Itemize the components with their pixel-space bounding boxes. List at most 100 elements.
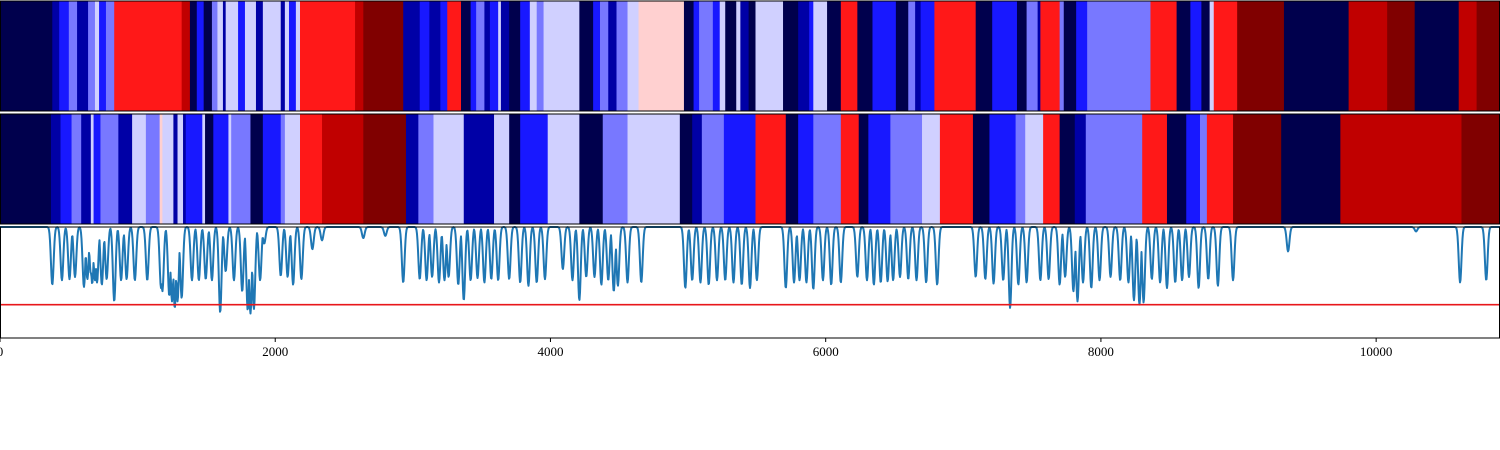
heatmap-middle-cell-33 — [463, 114, 495, 224]
heatmap-top-cell-42 — [520, 1, 531, 111]
heatmap-middle-cell-19 — [213, 114, 229, 224]
heatmap-top-cell-29 — [403, 1, 421, 111]
x-tick-label-5: 10000 — [1360, 344, 1393, 359]
heatmap-middle-cell-5 — [90, 114, 94, 224]
heatmap-top-cell-43 — [529, 1, 538, 111]
heatmap-middle-cell-12 — [162, 114, 174, 224]
heatmap-top-cell-63 — [755, 1, 784, 111]
heatmap-middle-cell-66 — [1186, 114, 1201, 224]
heatmap-top-cell-52 — [627, 1, 639, 111]
heatmap-top-cell-75 — [920, 1, 935, 111]
heatmap-top-cell-92 — [1213, 1, 1238, 111]
heatmap-top-cell-56 — [699, 1, 714, 111]
heatmap-middle-cell-41 — [627, 114, 681, 224]
heatmap-top-cell-35 — [470, 1, 477, 111]
heatmap-middle-cell-45 — [723, 114, 756, 224]
heatmap-middle-cell-18 — [205, 114, 214, 224]
heatmap-top-cell-10 — [181, 1, 191, 111]
heatmap-top-cell-59 — [725, 1, 737, 111]
heatmap-middle-cell-0 — [0, 114, 52, 224]
heatmap-top-cell-7 — [99, 1, 107, 111]
heatmap-middle-cell-52 — [868, 114, 891, 224]
heatmap-middle-cell-48 — [798, 114, 814, 224]
heatmap-top-cell-57 — [712, 1, 721, 111]
heatmap-top-cell-81 — [1037, 1, 1041, 111]
heatmap-top-cell-4 — [77, 1, 89, 111]
heatmap-top-cell-34 — [461, 1, 472, 111]
heatmap-top-cell-30 — [419, 1, 430, 111]
x-tick-label-4: 8000 — [1088, 344, 1114, 359]
heatmap-top-cell-23 — [284, 1, 290, 111]
heatmap-middle-cell-29 — [405, 114, 419, 224]
heatmap-middle-cell-71 — [1340, 114, 1462, 224]
heatmap-middle-cell-49 — [813, 114, 842, 224]
heatmap-top-cell-38 — [489, 1, 499, 111]
heatmap-middle-cell-67 — [1200, 114, 1208, 224]
heatmap-top-cell-67 — [813, 1, 828, 111]
heatmap-middle-cell-65 — [1166, 114, 1187, 224]
heatmap-middle-cell-43 — [692, 114, 703, 224]
heatmap-top-cell-88 — [1176, 1, 1191, 111]
heatmap-middle-cell-39 — [579, 114, 604, 224]
heatmap-middle-cell-26 — [300, 114, 323, 224]
heatmap-middle-cell-47 — [785, 114, 799, 224]
heatmap-top-cell-72 — [895, 1, 909, 111]
heatmap-middle-cell-59 — [1025, 114, 1044, 224]
heatmap-middle-cell-31 — [433, 114, 441, 224]
heatmap-middle-cell-11 — [159, 114, 163, 224]
heatmap-middle-cell-27 — [322, 114, 364, 224]
heatmap-top-cell-82 — [1040, 1, 1061, 111]
heatmap-middle-cell-46 — [755, 114, 787, 224]
heatmap-top-cell-90 — [1201, 1, 1211, 111]
heatmap-top-cell-71 — [872, 1, 897, 111]
heatmap-middle-cell-63 — [1085, 114, 1143, 224]
heatmap-top-cell-95 — [1348, 1, 1388, 111]
heatmap-top-cell-24 — [288, 1, 297, 111]
heatmap-top-cell-91 — [1209, 1, 1215, 111]
heatmap-top-cell-16 — [222, 1, 227, 111]
heatmap-top-cell-94 — [1283, 1, 1350, 111]
heatmap-middle-cell-61 — [1059, 114, 1076, 224]
heatmap-middle-cell-42 — [679, 114, 693, 224]
heatmap-middle-cell-4 — [81, 114, 92, 224]
heatmap-middle-cell-54 — [922, 114, 941, 224]
heatmap-top-cell-100 — [1486, 1, 1500, 111]
x-tick-label-1: 2000 — [262, 344, 288, 359]
heatmap-middle-cell-44 — [701, 114, 725, 224]
heatmap-top-cell-70 — [857, 1, 873, 111]
heatmap-middle-cell-60 — [1043, 114, 1061, 224]
x-tick-label-3: 6000 — [813, 344, 839, 359]
heatmap-middle-cell-24 — [280, 114, 286, 224]
heatmap-top-cell-78 — [992, 1, 1018, 111]
heatmap-middle-cell-36 — [520, 114, 549, 224]
heatmap-middle-cell-10 — [145, 114, 161, 224]
heatmap-middle-cell-9 — [132, 114, 147, 224]
heatmap-middle-cell-72 — [1461, 114, 1500, 224]
heatmap-middle-cell-1 — [50, 114, 61, 224]
heatmap-top-cell-37 — [484, 1, 491, 111]
heatmap-top-cell-2 — [59, 1, 70, 111]
heatmap-top-cell-41 — [509, 1, 521, 111]
heatmap-top-cell-28 — [363, 1, 404, 111]
heatmap-top-cell-9 — [114, 1, 183, 111]
heatmap-top-cell-86 — [1087, 1, 1151, 111]
heatmap-top-cell-20 — [255, 1, 264, 111]
heatmap-middle-cell-13 — [173, 114, 178, 224]
heatmap-top-cell-14 — [211, 1, 218, 111]
heatmap-top-cell-85 — [1076, 1, 1088, 111]
heatmap-top-cell-5 — [88, 1, 96, 111]
heatmap-middle-cell-22 — [250, 114, 264, 224]
heatmap-top-cell-80 — [1026, 1, 1039, 111]
heatmap-top-cell-61 — [740, 1, 750, 111]
heatmap-middle-cell-8 — [118, 114, 133, 224]
heatmap-top-cell-60 — [736, 1, 741, 111]
heatmap-middle-cell-51 — [858, 114, 869, 224]
heatmap-top-cell-65 — [798, 1, 810, 111]
heatmap-top-cell-6 — [94, 1, 100, 111]
heatmap-top-cell-13 — [203, 1, 213, 111]
heatmap-middle-cell-53 — [890, 114, 923, 224]
heatmap-middle-cell-23 — [262, 114, 282, 224]
heatmap-top-cell-19 — [244, 1, 257, 111]
heatmap-top-cell-64 — [783, 1, 799, 111]
